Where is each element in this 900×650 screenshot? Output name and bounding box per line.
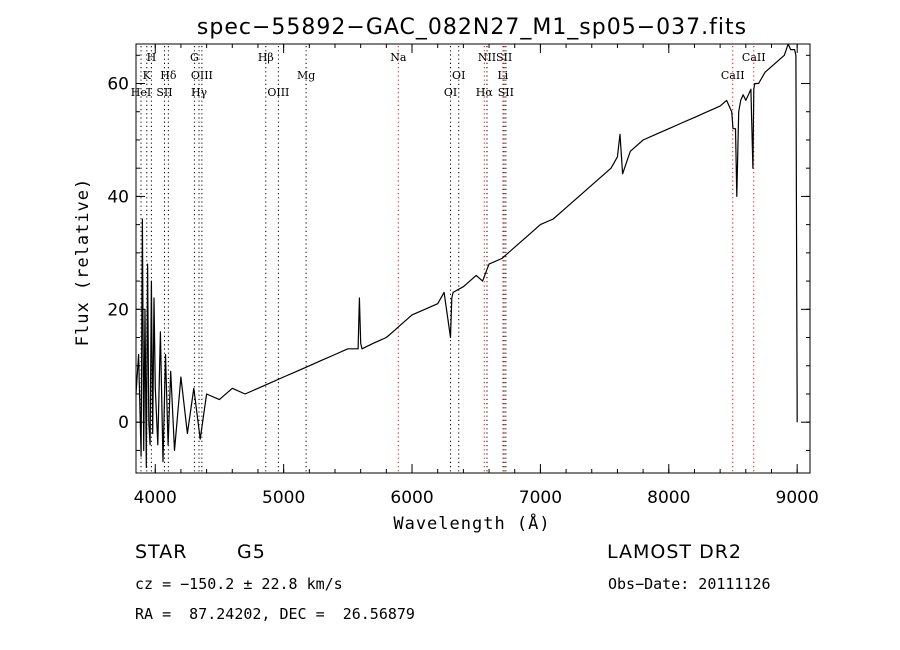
x-tick-label: 7000 (519, 488, 562, 508)
plot-frame (135, 43, 811, 474)
spectral-line-label: CaII (721, 69, 745, 82)
spectral-line-label: Hβ (258, 51, 274, 64)
x-axis-label: Wavelength (Å) (393, 512, 550, 534)
x-axis: 4000 5000 6000 7000 8000 9000 (134, 44, 819, 508)
spectral-line-label: Na (390, 51, 407, 64)
spectral-line-label: OI (444, 86, 457, 99)
y-axis: 0 20 40 60 (107, 54, 810, 451)
x-tick-label: 9000 (776, 488, 819, 508)
chart-title: spec−55892−GAC_082N27_M1_sp05−037.fits (197, 15, 747, 40)
redshift-readout: cz = −150.2 ± 22.8 km/s (135, 575, 343, 593)
x-tick-label: 4000 (134, 488, 177, 508)
x-tick-label: 6000 (390, 488, 433, 508)
spectral-line-label: Hγ (191, 86, 208, 99)
spectral-line-label: G (190, 51, 199, 64)
line-markers (140, 46, 755, 473)
y-axis-label: Flux (relative) (73, 178, 93, 347)
survey-name: LAMOST DR2 (607, 541, 742, 563)
spectrum-line (135, 43, 798, 468)
object-class: STAR (135, 541, 188, 563)
y-tick-label: 20 (107, 300, 129, 320)
spectral-line-label: OIII (267, 86, 289, 99)
object-subclass: G5 (237, 541, 266, 563)
spectral-line-label: HeI (131, 86, 151, 99)
spectral-line-label: OI (452, 69, 465, 82)
x-tick-label: 5000 (262, 488, 305, 508)
spectral-line-label: SII (498, 86, 514, 99)
spectral-line-label: H (147, 51, 157, 64)
spectral-line-label: Hδ (160, 69, 177, 82)
y-tick-label: 0 (118, 413, 129, 433)
x-tick-label: 8000 (647, 488, 690, 508)
y-tick-label: 40 (107, 187, 129, 207)
spectral-line-label: NII (478, 51, 496, 64)
spectral-line-label: Li (497, 69, 508, 82)
line-labels: HK HeI Hδ SII G OIII Hγ Hβ OIII Mg Na OI OI NII Hα SII L… (131, 51, 766, 99)
observation-date: Obs−Date: 20111126 (608, 575, 771, 593)
spectral-line-label: CaII (742, 51, 766, 64)
coordinates-readout: RA = 87.24202, DEC = 26.56879 (135, 605, 415, 623)
spectral-line-label: K (143, 69, 152, 82)
spectral-line-label: Mg (297, 69, 315, 82)
spectral-line-label: SII (156, 86, 172, 99)
y-tick-label: 60 (107, 75, 129, 95)
spectral-line-label: OIII (191, 69, 213, 82)
spectral-line-label: Hα (476, 86, 494, 99)
spectral-line-label: SII (496, 51, 512, 64)
